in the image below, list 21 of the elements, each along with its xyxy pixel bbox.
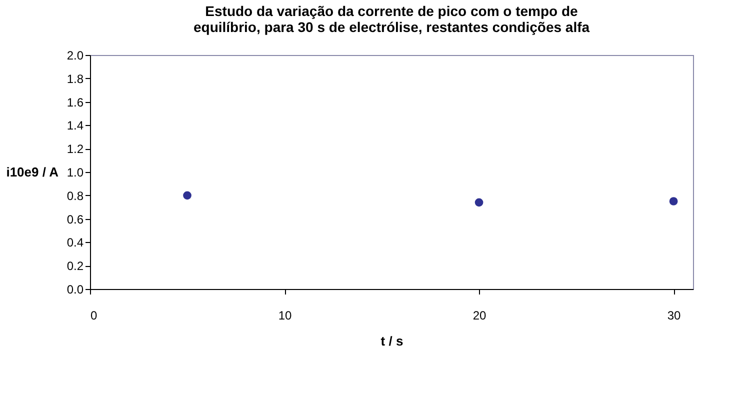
x-tick-label: 20	[472, 308, 487, 322]
point	[183, 191, 192, 200]
x-tick-label: 30	[667, 308, 682, 322]
y-axis-title: i10e9 / A	[6, 164, 60, 180]
y-tick-label: 1.6	[66, 95, 84, 110]
y-tick-label: 0.8	[66, 188, 84, 203]
y-tick-label: 0.4	[66, 236, 84, 250]
y-tick-label: 1.4	[66, 118, 84, 133]
x-axis-title: t / s	[380, 334, 404, 348]
y-tick-label: 2.0	[66, 48, 84, 62]
y-tick-label: 0.0	[66, 282, 84, 296]
x-tick-label: 10	[278, 308, 292, 322]
x-tick-label: 0	[90, 308, 98, 322]
point	[474, 198, 484, 207]
y-tick-label: 0.6	[66, 212, 84, 226]
y-tick-label: 1.2	[66, 142, 84, 156]
chart-title: Estudo da variação da corrente de pico com o tempo de equilíbrio, para 30 s de electrólise, restantes condições alfa	[193, 3, 590, 35]
point	[669, 197, 678, 206]
y-tick-label: 0.2	[66, 259, 84, 274]
y-tick-label: 1.0	[66, 166, 84, 180]
y-tick-label: 1.8	[66, 72, 84, 86]
